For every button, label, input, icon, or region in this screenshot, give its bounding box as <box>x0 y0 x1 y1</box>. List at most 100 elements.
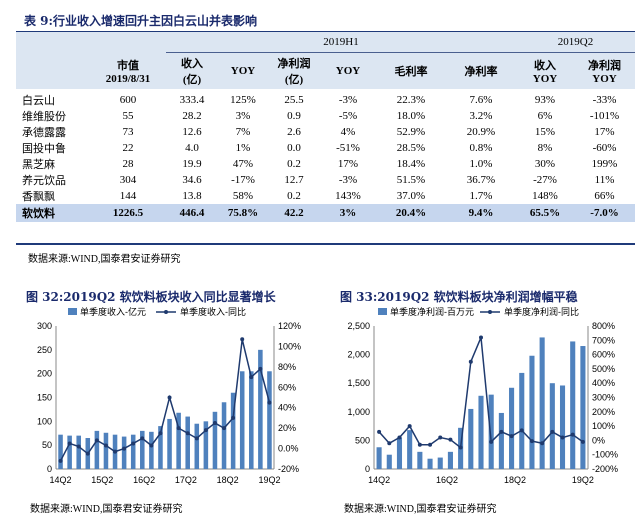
table-row: 白云山 600 333.4 125% 25.5 -3% 22.3% 7.6% 93% -33% <box>16 89 635 108</box>
legend-bar-swatch <box>378 308 387 315</box>
yoy-point <box>377 429 382 434</box>
bar <box>67 435 72 469</box>
fig32-title: 图 32:2019Q2 软饮料板块收入同比显著增长 <box>26 290 276 304</box>
left-tick-label: 0 <box>365 464 370 474</box>
col-np: 净利润 (亿) <box>268 52 320 89</box>
cell-mktcap: 22 <box>122 142 134 154</box>
bar <box>407 430 413 469</box>
col-np-yoy: YOY <box>320 52 376 89</box>
yoy-point <box>438 435 443 440</box>
cell-name: 香飘飘 <box>22 191 55 203</box>
cell-np: 0.0 <box>287 142 301 154</box>
cell-nm: 0.8% <box>469 142 493 154</box>
bar <box>258 349 263 469</box>
cell-q2-rev-yoy: 93% <box>534 94 556 106</box>
right-tick-label: 100% <box>592 421 615 431</box>
bar <box>447 451 453 469</box>
fig32-source: 数据来源:WIND,国泰君安证券研究 <box>30 504 183 515</box>
x-tick-label: 14Q2 <box>368 475 390 485</box>
cell-name: 软饮料 <box>16 204 90 222</box>
cell-mktcap: 55 <box>122 110 134 122</box>
bar <box>509 387 515 469</box>
yoy-point <box>103 443 108 448</box>
yoy-point <box>509 434 514 439</box>
cell-q2-rev-yoy: 15% <box>534 126 556 138</box>
yoy-point <box>85 451 90 456</box>
col-rev: 收入 (亿) <box>166 52 218 89</box>
bar <box>203 421 209 469</box>
yoy-point <box>540 441 545 446</box>
table-row: 养元饮品 304 34.6 -17% 12.7 -3% 51.5% 36.7% -27% 11% <box>16 172 635 188</box>
right-tick-label: -20% <box>278 464 299 474</box>
cell-np-yoy: 4% <box>340 126 356 138</box>
cell-name: 国投中鲁 <box>22 143 66 155</box>
yoy-point <box>194 436 199 441</box>
cell-np-yoy: 3% <box>320 204 376 222</box>
cell-rev-yoy: 75.8% <box>218 204 268 222</box>
cell-name: 养元饮品 <box>22 175 66 187</box>
bar <box>167 418 172 469</box>
left-tick-label: 2,000 <box>347 350 370 360</box>
cell-q2-rev-yoy: 148% <box>532 190 558 202</box>
yoy-point <box>560 435 565 440</box>
yoy-point <box>550 429 555 434</box>
cell-nm: 9.4% <box>446 204 516 222</box>
cell-nm: 1.7% <box>469 190 493 202</box>
bar <box>386 454 392 469</box>
cell-mktcap: 1226.5 <box>90 204 166 222</box>
yoy-point <box>580 439 585 444</box>
cell-q2-rev-yoy: 8% <box>537 142 553 154</box>
legend-bar-label: 单季度净利润-百万元 <box>390 306 474 317</box>
bar <box>140 430 145 469</box>
left-tick-label: 1,000 <box>347 407 370 417</box>
cell-np: 12.7 <box>284 174 304 186</box>
x-tick-label: 15Q2 <box>91 475 113 485</box>
yoy-point <box>212 421 217 426</box>
yoy-point <box>58 458 63 463</box>
bar <box>58 434 63 469</box>
cell-gm: 52.9% <box>396 126 426 138</box>
left-tick-label: 500 <box>355 435 370 445</box>
cell-np-yoy: -51% <box>336 142 360 154</box>
cell-q2-np-yoy: -60% <box>592 142 617 154</box>
left-tick-label: 0 <box>47 464 52 474</box>
cell-nm: 7.6% <box>469 94 493 106</box>
left-tick-label: 150 <box>37 393 52 403</box>
bar <box>176 412 181 469</box>
yoy-point <box>113 449 118 454</box>
bar <box>437 457 443 469</box>
legend-line-dot <box>488 310 492 314</box>
yoy-point <box>448 437 453 442</box>
yoy-point <box>407 424 412 429</box>
bar <box>580 346 586 469</box>
x-tick-label: 17Q2 <box>175 475 197 485</box>
cell-np-yoy: -3% <box>338 174 358 186</box>
cell-rev: 12.6 <box>182 126 202 138</box>
right-tick-label: 120% <box>278 321 301 331</box>
cell-rev-yoy: 58% <box>232 190 254 202</box>
cell-q2-rev-yoy: 6% <box>537 110 553 122</box>
right-tick-label: 60% <box>278 382 296 392</box>
bar <box>149 431 154 469</box>
yoy-point <box>140 436 145 441</box>
cell-rev: 28.2 <box>182 110 202 122</box>
cell-q2-np-yoy: 11% <box>594 174 615 186</box>
cell-gm: 20.4% <box>376 204 446 222</box>
right-tick-label: 500% <box>592 364 615 374</box>
yoy-point <box>149 443 154 448</box>
cell-name: 承德露露 <box>22 127 66 139</box>
bar <box>468 408 474 469</box>
cell-nm: 1.0% <box>469 158 493 170</box>
cell-q2-np-yoy: 17% <box>594 126 615 138</box>
financial-table: 2019H1 2019Q2 市值 2019/8/31 收入 (亿) YOY 净利润(… <box>16 32 635 222</box>
legend-line-dot <box>164 310 168 314</box>
bar <box>376 447 382 469</box>
yoy-point <box>267 400 272 405</box>
right-tick-label: -200% <box>592 464 618 474</box>
bar <box>76 435 81 469</box>
right-tick-label: 400% <box>592 378 615 388</box>
right-tick-label: 20% <box>278 423 296 433</box>
cell-np-yoy: 17% <box>337 158 359 170</box>
bar <box>478 395 484 469</box>
yoy-point <box>222 426 227 431</box>
